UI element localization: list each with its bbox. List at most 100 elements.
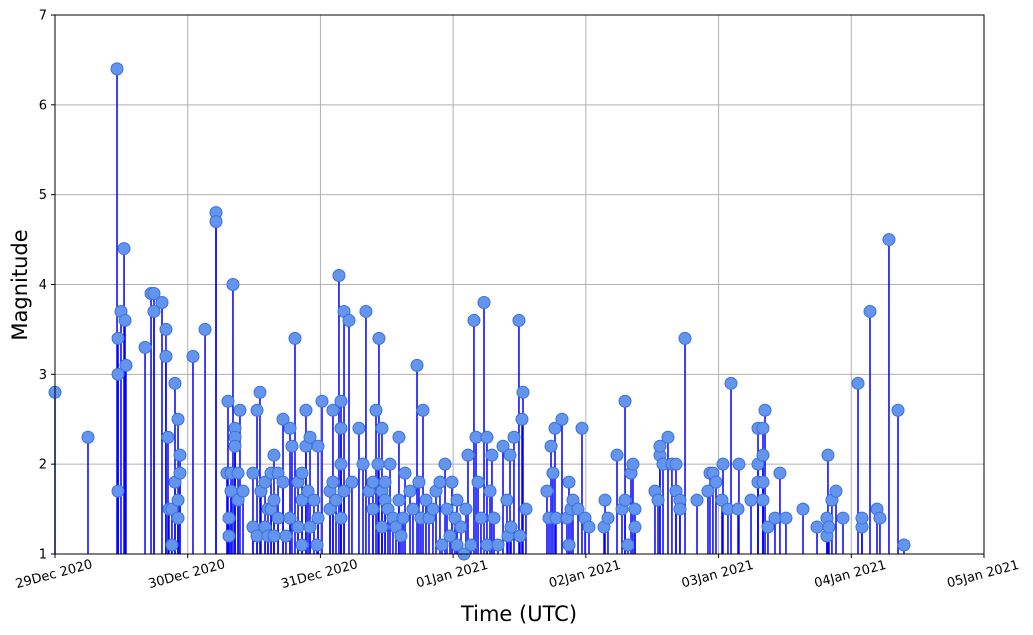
stem-marker <box>366 502 380 516</box>
stem-marker <box>173 466 187 480</box>
stem-marker <box>186 349 200 363</box>
stem-marker <box>651 493 665 507</box>
stem-marker <box>549 511 563 525</box>
stem-marker <box>477 295 491 309</box>
stem-marker <box>375 520 389 534</box>
stem-marker <box>307 493 321 507</box>
stem-marker <box>250 403 264 417</box>
stem-marker <box>168 376 182 390</box>
stem-marker <box>454 520 468 534</box>
stem-marker <box>372 331 386 345</box>
stem-marker <box>519 502 533 516</box>
stem-marker <box>450 538 464 552</box>
x-tick-label: 30Dec 2020 <box>147 557 227 592</box>
stem-marker <box>222 529 236 543</box>
stem-marker <box>628 520 642 534</box>
stem-marker <box>438 457 452 471</box>
stem-marker <box>291 520 305 534</box>
stem-marker <box>435 538 449 552</box>
stem-marker <box>461 448 475 462</box>
x-tick-label: 02Jan 2021 <box>547 558 622 592</box>
stem-marker <box>159 349 173 363</box>
stem-marker <box>669 457 683 471</box>
stem-marker <box>796 502 810 516</box>
stem-marker <box>334 421 348 435</box>
stem-marker <box>450 493 464 507</box>
stem-marker <box>678 331 692 345</box>
stem-marker <box>732 457 746 471</box>
stem-marker <box>701 484 715 498</box>
stem-marker <box>546 466 560 480</box>
stem-marker <box>491 538 505 552</box>
y-tick-label: 4 <box>39 278 47 293</box>
stem-marker <box>369 403 383 417</box>
stem-marker <box>756 421 770 435</box>
stem-marker <box>487 511 501 525</box>
stem-marker <box>352 421 366 435</box>
stem-marker <box>410 358 424 372</box>
stem-marker <box>480 430 494 444</box>
stem-marker <box>822 520 836 534</box>
stem-marker <box>222 511 236 525</box>
y-axis-label: Magnitude <box>8 229 32 340</box>
stem-marker <box>406 502 420 516</box>
stem-marker <box>715 493 729 507</box>
y-tick-label: 6 <box>39 98 47 113</box>
stem-marker <box>836 511 850 525</box>
stem-marker <box>398 466 412 480</box>
stem-marker <box>821 448 835 462</box>
stem-marker <box>303 430 317 444</box>
stem-marker <box>601 511 615 525</box>
stem-marker <box>236 484 250 498</box>
stem-marker <box>301 484 315 498</box>
stem-marker <box>571 502 585 516</box>
stem-marker <box>467 313 481 327</box>
stem-marker <box>311 511 325 525</box>
stem-marker <box>829 484 843 498</box>
x-tick-label: 01Jan 2021 <box>415 558 490 592</box>
stem-marker <box>474 511 488 525</box>
stem-markers <box>48 62 911 561</box>
stem-marker <box>246 466 260 480</box>
stem-marker <box>768 511 782 525</box>
stem-marker <box>661 430 675 444</box>
stem-marker <box>231 466 245 480</box>
stem-marker <box>773 466 787 480</box>
stem-marker <box>515 412 529 426</box>
stem-marker <box>582 520 596 534</box>
stem-marker <box>371 457 385 471</box>
stem-marker <box>198 322 212 336</box>
stem-marker <box>761 520 775 534</box>
stem-marker <box>897 538 911 552</box>
stem-marker <box>359 304 373 318</box>
grid-lines <box>54 14 985 555</box>
stem-marker <box>119 358 133 372</box>
stem-marker <box>396 511 410 525</box>
stem-marker <box>375 421 389 435</box>
stem-marker <box>459 502 473 516</box>
stem-marker <box>621 538 635 552</box>
stem-marker <box>562 538 576 552</box>
stem-marker <box>334 394 348 408</box>
stem-marker <box>618 394 632 408</box>
stem-marker <box>310 538 324 552</box>
stem-marker <box>233 403 247 417</box>
stem-marker <box>356 457 370 471</box>
stem-marker <box>303 520 317 534</box>
stem-marker <box>433 475 447 489</box>
stem-marker <box>345 475 359 489</box>
stem-marker <box>485 448 499 462</box>
stem-marker <box>159 322 173 336</box>
stem-marker <box>334 511 348 525</box>
stem-marker <box>628 502 642 516</box>
x-tick-label: 04Jan 2021 <box>813 558 888 592</box>
x-tick-label: 31Dec 2020 <box>279 557 359 592</box>
y-axis-ticks: 1 2 3 4 5 6 7 <box>39 9 55 563</box>
stem-marker <box>171 412 185 426</box>
stem-marker <box>598 493 612 507</box>
stem-marker <box>419 493 433 507</box>
x-axis-label: Time (UTC) <box>460 602 577 626</box>
stem-marker <box>329 493 343 507</box>
stem-marker <box>258 475 272 489</box>
stem-marker <box>443 529 457 543</box>
